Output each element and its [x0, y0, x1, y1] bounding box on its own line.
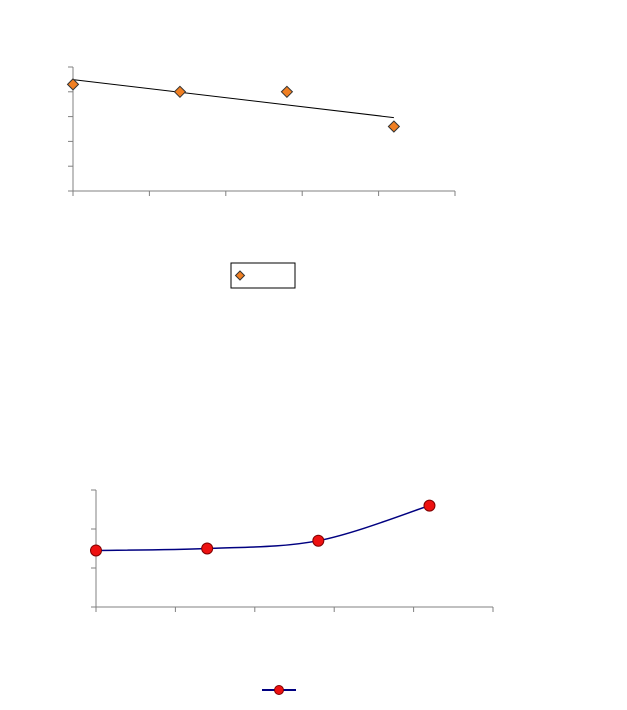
- legend-box: [230, 262, 296, 289]
- point: [280, 85, 294, 99]
- point: [201, 542, 214, 555]
- trendline: [72, 79, 394, 119]
- line: [95, 504, 430, 552]
- point: [173, 85, 187, 99]
- point: [423, 499, 436, 512]
- point: [312, 534, 325, 547]
- legend-marker: [234, 270, 246, 281]
- point: [66, 78, 80, 91]
- point: [90, 544, 102, 557]
- legend-marker: [274, 685, 284, 695]
- point: [387, 120, 401, 133]
